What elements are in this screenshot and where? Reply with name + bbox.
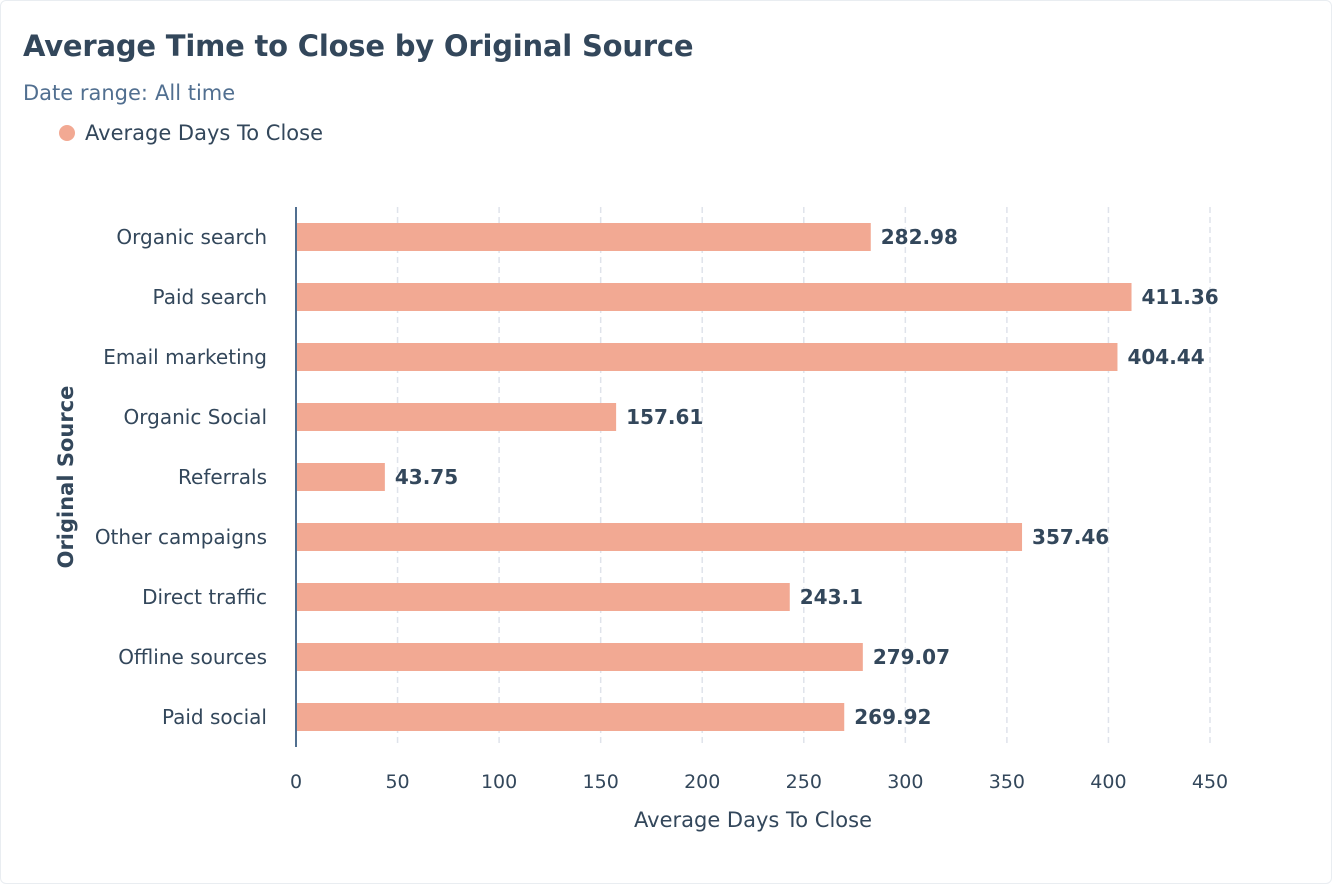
x-tick-label: 200 [684, 771, 720, 793]
category-label: Paid search [153, 285, 267, 309]
category-label: Paid social [162, 705, 267, 729]
bar[interactable] [296, 523, 1023, 551]
category-label: Direct traffic [142, 585, 267, 609]
bar[interactable] [296, 463, 385, 491]
data-label: 243.1 [800, 585, 863, 609]
category-label: Offline sources [118, 645, 267, 669]
data-label: 411.36 [1142, 285, 1219, 309]
x-tick-label: 450 [1192, 771, 1228, 793]
x-tick-label: 150 [583, 771, 619, 793]
date-range-label: Date range: [23, 81, 149, 105]
data-label: 279.07 [873, 645, 950, 669]
legend-label: Average Days To Close [85, 121, 323, 145]
bar[interactable] [296, 583, 790, 611]
data-label: 269.92 [854, 705, 931, 729]
date-range: Date range: All time [23, 81, 235, 105]
x-tick-label: 100 [481, 771, 517, 793]
bar[interactable] [296, 223, 871, 251]
y-axis-title: Original Source [54, 386, 78, 569]
category-label: Organic search [116, 225, 267, 249]
category-label: Referrals [178, 465, 267, 489]
x-tick-label: 50 [385, 771, 409, 793]
bar[interactable] [296, 703, 845, 731]
legend-swatch-icon [59, 125, 75, 141]
legend[interactable]: Average Days To Close [59, 121, 323, 145]
x-tick-label: 300 [887, 771, 923, 793]
date-range-value[interactable]: All time [155, 81, 236, 105]
x-axis-title: Average Days To Close [634, 808, 872, 832]
category-label: Email marketing [103, 345, 267, 369]
data-label: 357.46 [1032, 525, 1109, 549]
data-label: 282.98 [881, 225, 958, 249]
x-tick-label: 350 [989, 771, 1025, 793]
data-label: 404.44 [1127, 345, 1204, 369]
bar[interactable] [296, 343, 1118, 371]
x-tick-label: 400 [1090, 771, 1126, 793]
bar[interactable] [296, 403, 617, 431]
chart-title: Average Time to Close by Original Source [23, 29, 694, 63]
bar[interactable] [296, 643, 863, 671]
bar[interactable] [296, 283, 1132, 311]
category-label: Other campaigns [95, 525, 267, 549]
data-label: 157.61 [626, 405, 703, 429]
category-label: Organic Social [124, 405, 267, 429]
x-tick-label: 0 [290, 771, 302, 793]
data-label: 43.75 [395, 465, 458, 489]
x-tick-label: 250 [786, 771, 822, 793]
